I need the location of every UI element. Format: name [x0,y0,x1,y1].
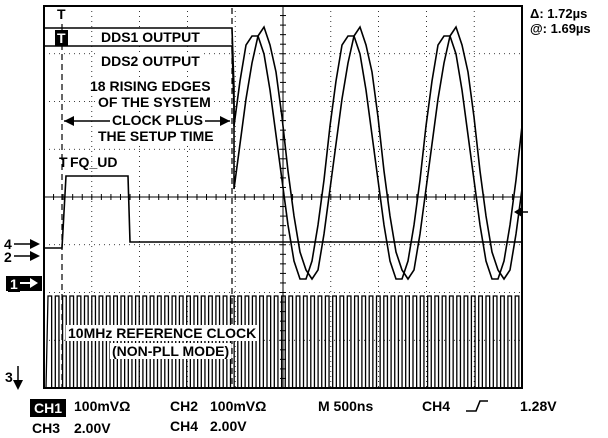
ch4-marker-icon [14,239,40,249]
fqud-trace [44,175,522,249]
dds2-trace [44,35,523,280]
ch2-tag: CH2 [170,398,199,414]
dds1-output-label: DDS1 OUTPUT [99,29,202,45]
ch4-tag: CH4 [170,418,199,434]
ch4-scale: 2.00V [210,418,247,434]
rising-edges-line-3: CLOCK PLUS [110,112,205,128]
trigger-channel: CH4 [422,398,451,414]
ch1-marker-label: 1 [8,276,20,292]
trigger-level: 1.28V [520,398,557,414]
rising-edges-line-2: OF THE SYSTEM [96,94,213,110]
ch1-tag: CH1 [30,399,67,417]
dds1-trace [44,25,523,281]
rising-edges-line-1: 18 RISING EDGES [88,78,213,94]
at-readout: @: 1.69µs [530,21,591,36]
reference-clock-trace [45,295,523,389]
timebase-readout: M 500ns [318,398,374,414]
ch3-marker-icon [13,366,23,390]
ch2-marker-label: 2 [4,249,12,265]
ch3-marker-label: 3 [5,369,13,385]
rising-edges-line-4: THE SETUP TIME [96,128,216,144]
trigger-marker-inverted: T [55,30,68,46]
ch3-tag: CH3 [32,420,61,436]
ref-clock-label-1: 10MHz REFERENCE CLOCK [66,325,259,341]
dds2-output-label: DDS2 OUTPUT [99,53,202,69]
fqud-label: FQ_UD [70,154,118,170]
ch2-scale: 100mVΩ [210,398,267,414]
delta-readout: Δ: 1.72µs [530,6,588,21]
fqud-trigger-marker: T [59,154,68,170]
rising-edge-trigger-icon [466,400,488,412]
ch1-scale: 100mVΩ [74,398,131,414]
ch3-scale: 2.00V [74,420,111,436]
trigger-marker: T [57,6,66,22]
ch2-marker-icon [14,251,40,261]
graticule-grid [43,5,523,388]
ref-clock-label-2: (NON-PLL MODE) [110,343,232,359]
ch4-marker-label: 4 [4,236,12,252]
